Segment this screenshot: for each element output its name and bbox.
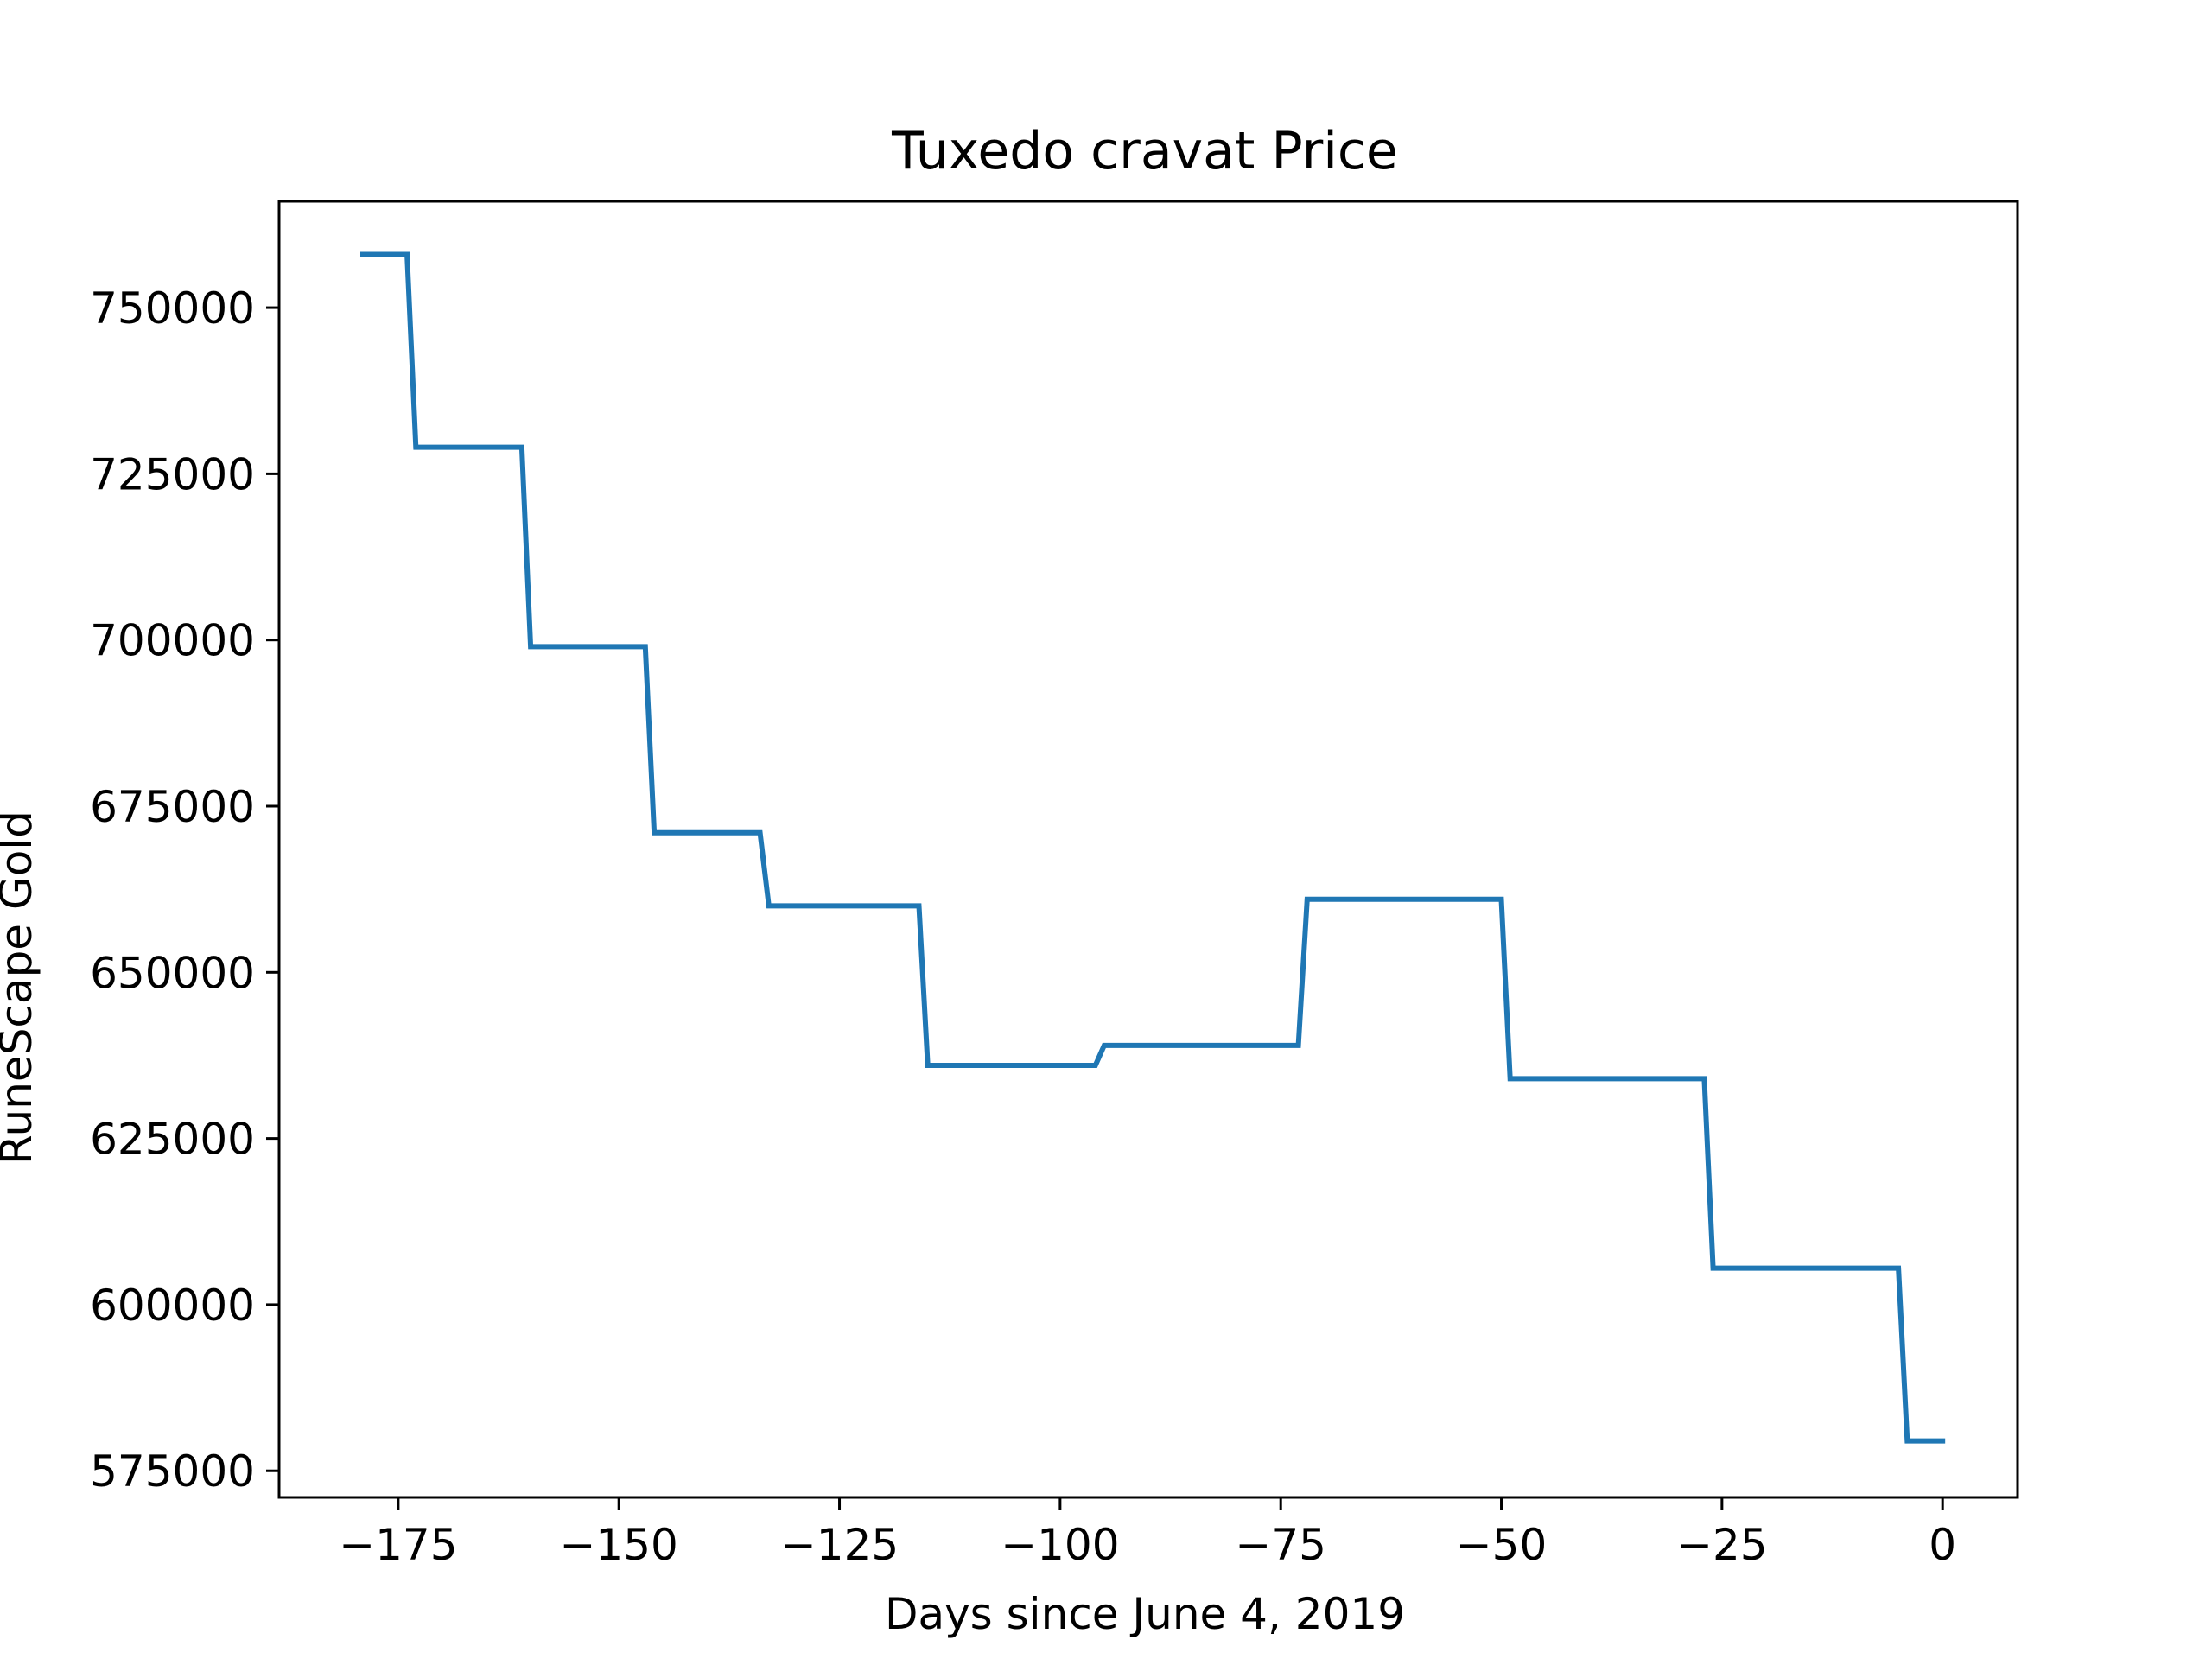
x-tick-label: −150 — [560, 1520, 678, 1570]
plot-frame — [277, 200, 2019, 1499]
y-tick-label: 600000 — [90, 1281, 255, 1331]
x-tick-label: −175 — [339, 1520, 457, 1570]
y-tick-label: 725000 — [90, 449, 255, 499]
x-tick-label: −100 — [1001, 1520, 1119, 1570]
x-tick-label: −125 — [780, 1520, 899, 1570]
plot-area — [360, 251, 1946, 1444]
y-tick-label: 575000 — [90, 1446, 255, 1497]
x-axis: −175 −150 −125 −100 −75 −50 −25 0 — [339, 1497, 1956, 1570]
x-tick-label: 0 — [1929, 1520, 1956, 1570]
y-tick-label: 625000 — [90, 1115, 255, 1165]
x-axis-label: Days since June 4, 2019 — [885, 1589, 1405, 1639]
price-series-line — [360, 251, 1946, 1444]
y-axis-label: RuneScape Gold — [0, 810, 41, 1165]
y-tick-label: 750000 — [90, 283, 255, 334]
x-tick-label: −25 — [1676, 1520, 1768, 1570]
y-tick-label: 650000 — [90, 948, 255, 998]
x-tick-label: −75 — [1235, 1520, 1326, 1570]
y-tick-label: 675000 — [90, 782, 255, 832]
y-tick-label: 700000 — [90, 616, 255, 666]
chart-title: Tuxedo cravat Price — [891, 121, 1398, 181]
x-tick-label: −50 — [1456, 1520, 1548, 1570]
y-axis: 575000 600000 625000 650000 675000 700000 7250… — [90, 283, 279, 1497]
